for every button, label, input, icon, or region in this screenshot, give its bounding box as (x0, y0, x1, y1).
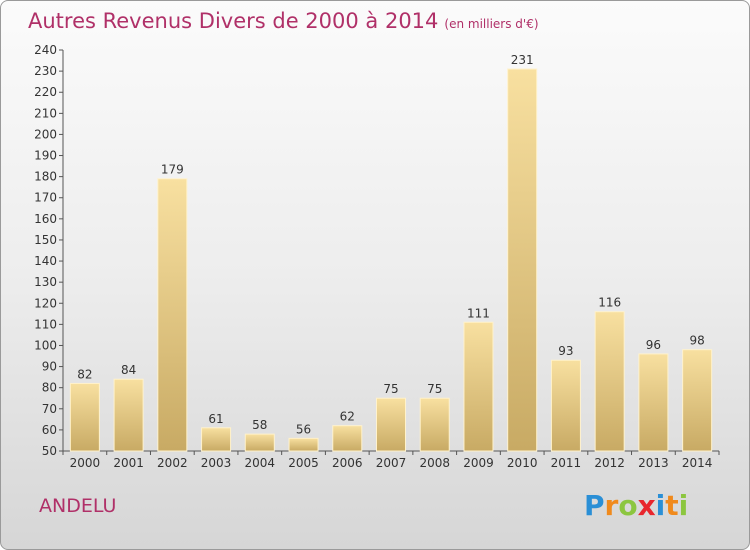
data-label: 93 (558, 344, 573, 358)
logo-letter: x (637, 489, 656, 522)
chart-title-main: Autres Revenus Divers de 2000 à 2014 (28, 9, 439, 33)
y-tick-label: 150 (34, 233, 57, 247)
bar (113, 378, 144, 452)
chart-title: Autres Revenus Divers de 2000 à 2014 (en … (28, 9, 539, 33)
data-label: 84 (121, 363, 136, 377)
data-label: 96 (646, 338, 661, 352)
data-label: 62 (340, 410, 355, 424)
x-axis: 2000 2001 2002 2003 2004 2005 2006 2007 2008 2009… (62, 450, 720, 470)
bar (594, 311, 625, 452)
bar (419, 397, 450, 452)
x-tick-label: 2012 (594, 456, 625, 470)
x-tick-label: 2007 (376, 456, 407, 470)
y-tick-label: 60 (42, 423, 57, 437)
y-tick-label: 200 (34, 127, 57, 141)
bar (638, 353, 669, 452)
logo-letter: i (655, 489, 666, 522)
x-tick-label: 2014 (682, 456, 713, 470)
commune-name: ANDELU (39, 495, 117, 517)
y-tick-label: 70 (42, 402, 57, 416)
y-tick-label: 110 (34, 317, 57, 331)
data-label: 75 (427, 382, 442, 396)
bar (157, 178, 188, 452)
bar (332, 425, 363, 452)
y-tick-label: 80 (42, 381, 57, 395)
y-tick-label: 50 (42, 444, 57, 458)
bar (69, 382, 100, 452)
data-label: 56 (296, 422, 311, 436)
y-tick-label: 230 (34, 64, 57, 78)
y-tick-label: 90 (42, 360, 57, 374)
x-tick-label: 2003 (201, 456, 232, 470)
logo-letter: r (604, 489, 619, 522)
bar (550, 359, 581, 452)
bars (69, 68, 713, 452)
y-tick-label: 220 (34, 85, 57, 99)
x-tick-label: 2004 (245, 456, 276, 470)
x-tick-label: 2008 (419, 456, 450, 470)
y-tick-label: 120 (34, 296, 57, 310)
x-tick-label: 2006 (332, 456, 363, 470)
x-tick-label: 2000 (70, 456, 101, 470)
y-tick-label: 170 (34, 191, 57, 205)
x-tick-label: 2001 (113, 456, 144, 470)
y-tick-label: 210 (34, 106, 57, 120)
y-tick-label: 240 (34, 43, 57, 57)
x-tick-label: 2009 (463, 456, 494, 470)
data-label: 231 (511, 53, 534, 67)
x-tick-label: 2002 (157, 456, 188, 470)
bar (463, 321, 494, 452)
data-label: 82 (77, 367, 92, 381)
bar (507, 68, 538, 452)
y-axis: 50 60 70 80 90 100 110 120 130 140 150 160 170 180 190… (34, 43, 64, 458)
y-tick-label: 160 (34, 212, 57, 226)
x-tick-label: 2010 (507, 456, 538, 470)
y-tick-label: 180 (34, 170, 57, 184)
data-label: 58 (252, 418, 267, 432)
bar (682, 349, 713, 452)
chart-title-unit: (en milliers d'€) (444, 17, 539, 31)
data-labels: 82 84 179 61 58 56 62 75 75 111 231 93 116 96 98 (77, 53, 705, 436)
y-tick-label: 100 (34, 338, 57, 352)
bar (376, 397, 406, 452)
data-label: 75 (383, 382, 398, 396)
data-label: 111 (467, 306, 490, 320)
data-label: 98 (689, 334, 704, 348)
data-label: 116 (598, 296, 621, 310)
bar (244, 433, 275, 452)
data-label: 179 (161, 163, 184, 177)
y-tick-label: 140 (34, 254, 57, 268)
logo-letter: o (618, 489, 638, 522)
y-tick-label: 190 (34, 149, 57, 163)
bar (201, 427, 232, 452)
x-tick-label: 2013 (638, 456, 669, 470)
bar (288, 437, 319, 452)
x-tick-label: 2011 (551, 456, 582, 470)
logo-letter: t (665, 489, 679, 522)
x-tick-label: 2005 (288, 456, 319, 470)
y-tick-label: 130 (34, 275, 57, 289)
logo-letter: P (584, 489, 605, 522)
data-label: 61 (208, 412, 223, 426)
proxiti-logo: Proxiti (584, 489, 688, 522)
logo-letter: i (678, 489, 689, 522)
